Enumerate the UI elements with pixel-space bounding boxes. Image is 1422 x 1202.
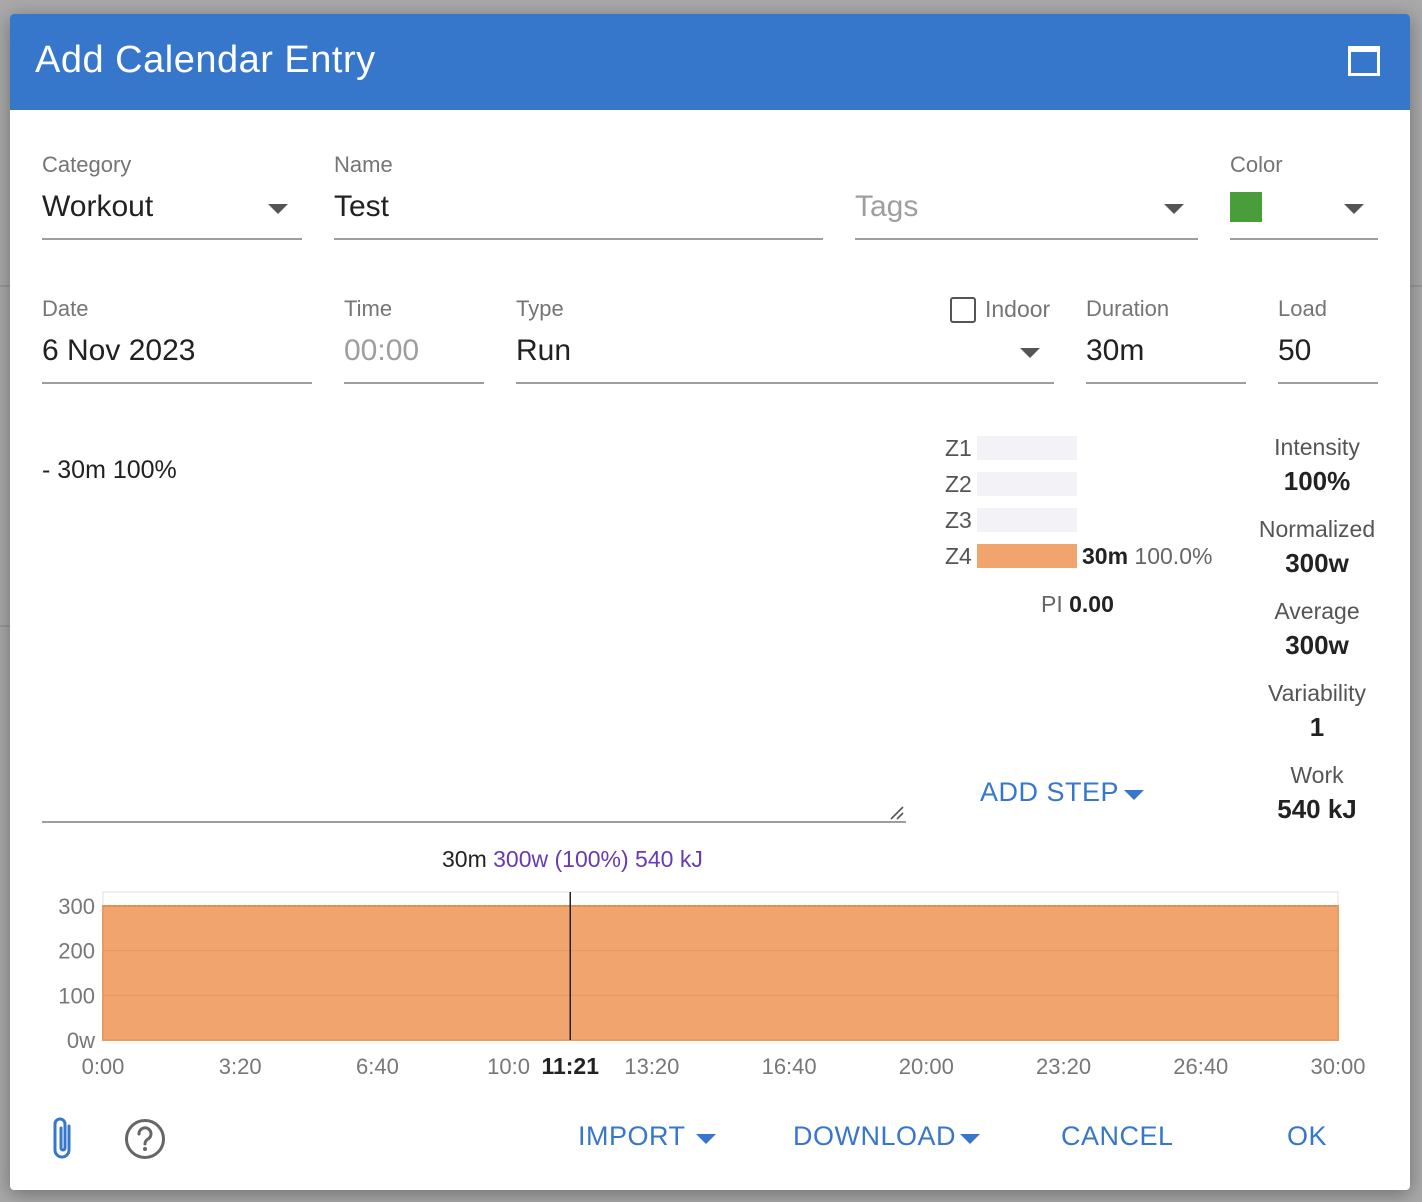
x-tick-label: 16:40: [762, 1054, 817, 1079]
maximize-icon[interactable]: [1348, 46, 1380, 76]
pi-value: 0.00: [1069, 591, 1114, 617]
stat-label: Work: [1290, 762, 1344, 788]
chevron-down-icon: [1344, 204, 1364, 214]
stat-label: Average: [1274, 598, 1360, 624]
stat-value: 300w: [1285, 548, 1349, 578]
load-value: 50: [1278, 334, 1312, 367]
stat-label: Normalized: [1258, 516, 1376, 542]
y-tick-label: 200: [58, 939, 95, 964]
backdrop-divider: [0, 285, 10, 287]
x-tick-label: 26:40: [1173, 1054, 1228, 1079]
x-tick-label: 30:00: [1310, 1054, 1365, 1079]
duration-label: Duration: [1086, 296, 1170, 321]
date-value: 6 Nov 2023: [42, 334, 196, 367]
duration-field[interactable]: Duration 30m: [1086, 296, 1246, 386]
cancel-button[interactable]: CANCEL: [1061, 1121, 1174, 1151]
zone-label: Z3: [945, 507, 972, 533]
resize-handle-icon[interactable]: [888, 804, 904, 820]
name-value: Test: [334, 190, 390, 223]
power-area: [102, 905, 1339, 1041]
cursor-time-label: 11:21: [541, 1053, 599, 1079]
duration-value: 30m: [1086, 334, 1145, 367]
zone-bar-fill: [977, 544, 1077, 568]
chevron-down-icon: [268, 204, 288, 214]
x-tick-label: 3:20: [219, 1054, 262, 1079]
date-field[interactable]: Date 6 Nov 2023: [42, 296, 312, 386]
indoor-checkbox[interactable]: [950, 297, 976, 323]
stat-label: Variability: [1268, 680, 1366, 706]
download-button[interactable]: DOWNLOAD: [793, 1121, 957, 1151]
category-label: Category: [42, 152, 132, 177]
add-step-button[interactable]: ADD STEP: [980, 777, 1120, 807]
backdrop-divider: [0, 625, 10, 627]
load-field[interactable]: Load 50: [1278, 296, 1378, 386]
y-tick-label: 300: [58, 894, 95, 919]
x-tick-label: 13:20: [624, 1054, 679, 1079]
load-label: Load: [1278, 296, 1327, 321]
zone-label: Z1: [945, 435, 972, 461]
name-field[interactable]: Name Test: [334, 152, 823, 242]
chevron-down-icon: [696, 1134, 716, 1144]
stat-label: Intensity: [1274, 434, 1360, 460]
zone-label: Z4: [945, 543, 972, 569]
tags-placeholder: Tags: [855, 190, 919, 223]
indoor-label: Indoor: [985, 296, 1051, 322]
dialog-title: Add Calendar Entry: [35, 39, 376, 81]
y-tick-label: 100: [58, 983, 95, 1008]
cursor-label-bg: [530, 1048, 611, 1082]
type-select[interactable]: Type Run: [516, 296, 1054, 386]
x-tick-label: 0:00: [82, 1054, 125, 1079]
ok-button[interactable]: OK: [1287, 1121, 1328, 1151]
stat-value: 300w: [1285, 630, 1349, 660]
type-value: Run: [516, 334, 572, 367]
x-tick-label: 23:20: [1036, 1054, 1091, 1079]
zone-bar-track: [977, 508, 1077, 532]
color-label: Color: [1230, 152, 1283, 177]
pi-metric: PI 0.00: [1041, 591, 1114, 617]
zone-label: Z2: [945, 471, 972, 497]
x-tick-label: 6:40: [356, 1054, 399, 1079]
zone-bar-track: [977, 472, 1077, 496]
name-label: Name: [334, 152, 393, 177]
y-tick-label: 0w: [67, 1028, 95, 1053]
summary-power: 300w (100%) 540 kJ: [493, 846, 703, 872]
chevron-down-icon: [960, 1134, 980, 1144]
date-label: Date: [42, 296, 89, 321]
import-button[interactable]: IMPORT: [578, 1121, 686, 1151]
x-tick-label: 20:00: [899, 1054, 954, 1079]
paperclip-icon[interactable]: [48, 1114, 78, 1164]
workout-steps-textarea[interactable]: - 30m 100%: [42, 456, 177, 484]
chevron-down-icon: [1020, 348, 1040, 358]
type-label: Type: [516, 296, 564, 321]
help-icon[interactable]: [124, 1118, 166, 1160]
stat-value: 100%: [1283, 466, 1351, 496]
color-select[interactable]: Color: [1230, 152, 1378, 242]
time-placeholder: 00:00: [344, 334, 420, 367]
indoor-field: Indoor: [985, 296, 1065, 326]
stat-value: 1: [1309, 712, 1325, 742]
time-field[interactable]: Time 00:00: [344, 296, 484, 386]
zone-bar-track: [977, 436, 1077, 460]
time-label: Time: [344, 296, 393, 321]
backdrop-divider: [1410, 285, 1422, 287]
stat-value: 540 kJ: [1277, 794, 1357, 824]
workout-summary: 30m 300w (100%) 540 kJ: [442, 846, 703, 872]
add-calendar-entry-dialog: Add Calendar Entry Category Workout Name…: [10, 14, 1410, 1190]
chevron-down-icon: [1124, 790, 1144, 800]
zone-info: 30m 100.0%: [1082, 543, 1213, 569]
chevron-down-icon: [1164, 204, 1184, 214]
color-swatch: [1230, 192, 1262, 222]
category-select[interactable]: Category Workout: [42, 152, 302, 242]
tags-select[interactable]: Tags: [855, 152, 1198, 242]
dialog-titlebar: Add Calendar Entry: [10, 14, 1410, 110]
category-value: Workout: [42, 190, 154, 223]
